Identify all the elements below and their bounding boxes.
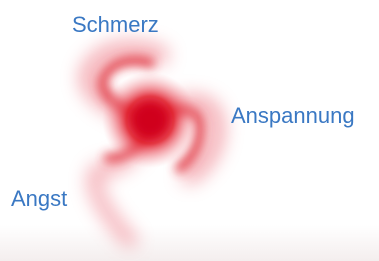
label-anspannung: Anspannung [231,103,355,128]
floor [0,225,379,261]
label-schmerz: Schmerz [72,12,159,37]
diagram: Schmerz Anspannung Angst [0,0,379,261]
spiral [88,50,216,240]
label-angst: Angst [11,186,67,211]
page: Schmerz Anspannung Angst (() => { const … [0,0,379,261]
